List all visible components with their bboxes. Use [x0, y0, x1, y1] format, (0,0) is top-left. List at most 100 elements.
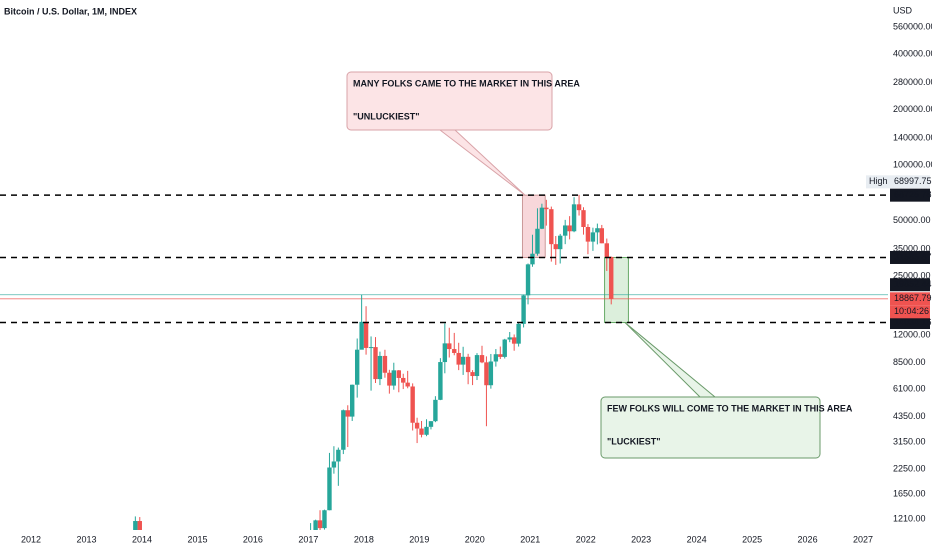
price-label: 14034.16 — [894, 317, 932, 327]
high-value: 68997.75 — [894, 176, 932, 186]
candle-body — [401, 377, 406, 383]
candle-body — [350, 384, 355, 417]
high-box — [866, 175, 930, 189]
candle-body — [571, 204, 577, 232]
y-tick-label: 6100.00 — [893, 384, 926, 394]
candle-body — [516, 323, 521, 344]
candle-body — [447, 343, 452, 350]
currency-label: USD — [893, 5, 913, 15]
x-tick-label: 2012 — [21, 534, 41, 544]
x-tick-label: 2014 — [132, 534, 152, 544]
callout-box — [346, 71, 553, 131]
candle-body — [345, 410, 350, 417]
candle-body — [419, 428, 424, 435]
x-tick-label: 2022 — [576, 534, 596, 544]
zone — [604, 256, 629, 324]
candle-body — [567, 225, 572, 232]
candle-body — [433, 399, 438, 422]
x-tick-label: 2015 — [187, 534, 207, 544]
candle-body — [562, 225, 568, 236]
x-tick-label: 2024 — [687, 534, 707, 544]
callout-box — [600, 396, 821, 459]
price-box — [890, 250, 930, 264]
y-tick-label: 8500.00 — [893, 357, 926, 367]
candle-body — [354, 349, 360, 385]
plot-area — [0, 194, 888, 530]
x-tick-label: 2021 — [520, 534, 540, 544]
y-tick-label: 140000.00 — [893, 132, 932, 142]
candle-body — [465, 356, 471, 373]
candle-body — [530, 253, 535, 265]
x-tick-label: 2019 — [409, 534, 429, 544]
candle-body — [438, 362, 443, 400]
candle-body — [609, 256, 614, 299]
candle-body — [341, 410, 346, 450]
candle-body — [377, 355, 383, 380]
y-tick-label: 560000.00 — [893, 21, 932, 31]
candle-body — [474, 355, 480, 377]
candle-body — [460, 356, 466, 365]
candle-body — [544, 207, 549, 210]
countdown-box — [890, 305, 930, 319]
candle-body — [595, 228, 600, 233]
candle-body — [442, 343, 448, 363]
x-tick-label: 2017 — [298, 534, 318, 544]
candle-body — [576, 204, 582, 211]
candle-body — [405, 382, 410, 387]
x-tick-label: 2013 — [77, 534, 97, 544]
candle-body — [539, 207, 545, 229]
candle-body — [322, 510, 327, 529]
candle-body — [391, 370, 397, 386]
y-tick-label: 1210.00 — [893, 513, 926, 523]
candle-body — [585, 226, 591, 242]
price-label: 18867.79 — [894, 293, 932, 303]
candle-body — [604, 243, 609, 257]
x-tick-label: 2027 — [853, 534, 873, 544]
candle-body — [452, 349, 457, 353]
candle-body — [507, 337, 512, 340]
candle-body — [410, 386, 415, 423]
candle-body — [470, 372, 475, 377]
y-tick-label: 3150.00 — [893, 437, 926, 447]
y-tick-label: 280000.00 — [893, 77, 932, 87]
candle-body — [396, 370, 401, 378]
x-tick-label: 2026 — [798, 534, 818, 544]
candle-body — [511, 337, 517, 344]
callout-text: MANY FOLKS CAME TO THE MARKET IN THIS AR… — [353, 78, 580, 88]
candle-body — [313, 520, 318, 530]
candle-body — [557, 235, 563, 250]
candle-body — [535, 228, 540, 254]
candle-body — [387, 372, 392, 386]
y-tick-label: 50000.00 — [893, 215, 931, 225]
candle-body — [363, 321, 369, 348]
y-tick-label: 35000.00 — [893, 244, 931, 254]
candle-body — [137, 521, 142, 530]
x-tick-label: 2025 — [742, 534, 762, 544]
y-tick-label: 1650.00 — [893, 489, 926, 499]
price-box — [890, 188, 930, 202]
y-tick-label: 100000.00 — [893, 159, 932, 169]
callout-text: FEW FOLKS WILL COME TO THE MARKET IN THI… — [607, 403, 853, 413]
candle-body — [327, 467, 332, 511]
x-tick-label: 2020 — [465, 534, 485, 544]
x-tick-label: 2016 — [243, 534, 263, 544]
candle-body — [498, 354, 503, 357]
candle-body — [488, 361, 494, 386]
candle-body — [502, 339, 507, 357]
price-label: 19852.44 — [894, 279, 932, 289]
candle-body — [456, 352, 461, 365]
candle-body — [331, 461, 337, 468]
candle-body — [382, 355, 388, 373]
candle-body — [424, 426, 429, 435]
candle-body — [493, 354, 499, 362]
candle-body — [317, 520, 323, 529]
candle-body — [368, 347, 374, 349]
candle-body — [549, 209, 554, 245]
price-box — [890, 278, 930, 292]
candle-body — [484, 362, 489, 386]
y-tick-label: 4350.00 — [893, 411, 926, 421]
price-label: 68725.78 — [894, 190, 932, 200]
y-tick-label: 12000.00 — [893, 329, 931, 339]
candle-body — [428, 421, 434, 427]
